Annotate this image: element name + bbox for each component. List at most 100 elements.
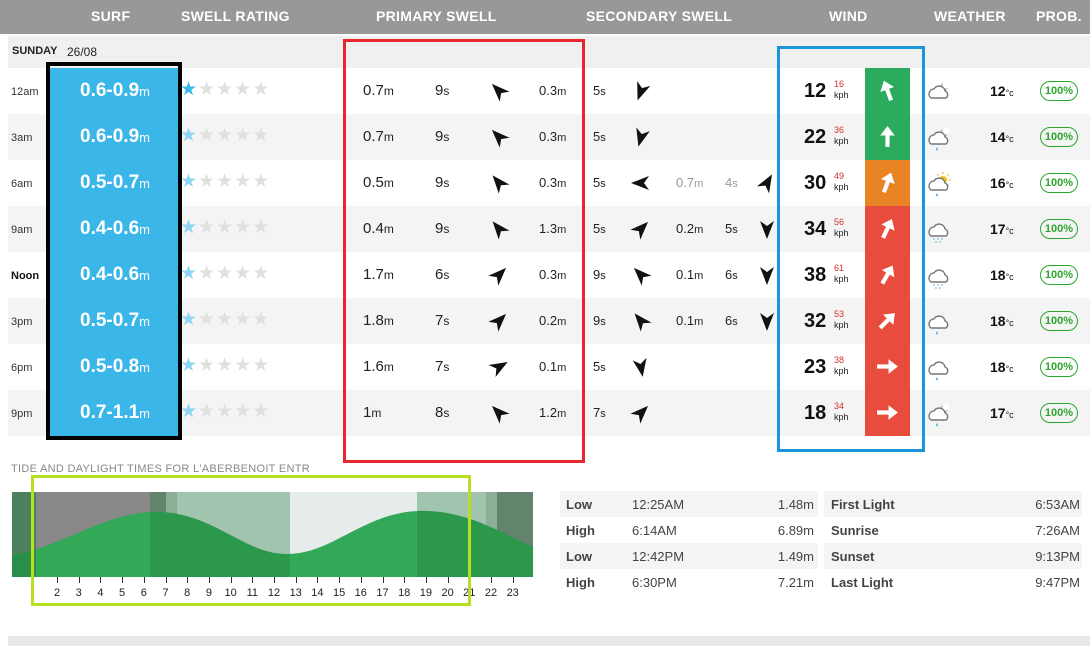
primary-swell-period: 9s bbox=[435, 220, 450, 237]
hour-label: 3 bbox=[75, 587, 82, 599]
hour-label: 8 bbox=[184, 587, 191, 599]
tide-height: 7.21m bbox=[777, 575, 814, 590]
star-icon: ★ bbox=[216, 309, 235, 330]
star-icon: ★ bbox=[198, 401, 217, 422]
swell-rating-stars: ★★★★★ bbox=[180, 78, 270, 101]
hour-label: 16 bbox=[354, 587, 367, 599]
wind-gust: 56 kph bbox=[834, 217, 849, 238]
star-icon: ★ bbox=[252, 401, 271, 422]
hour-tick bbox=[57, 577, 58, 583]
primary-swell-2-height: 0.2m bbox=[539, 313, 567, 328]
daylight-time: 9:13PM bbox=[1035, 549, 1080, 564]
primary-swell-direction-icon bbox=[492, 175, 510, 194]
wind-direction-box bbox=[865, 114, 910, 160]
star-icon: ★ bbox=[252, 309, 271, 330]
tide-row: Low 12:25AM 1.48m bbox=[560, 491, 818, 517]
tide-highlight-box bbox=[31, 475, 471, 606]
wind-gust: 16 kph bbox=[834, 79, 849, 100]
hour-label: 17 bbox=[376, 587, 389, 599]
secondary-swell-period: 5s bbox=[593, 83, 606, 98]
header-secondary-swell: SECONDARY SWELL bbox=[586, 8, 733, 24]
tide-height: 1.48m bbox=[777, 497, 814, 512]
star-icon: ★ bbox=[216, 171, 235, 192]
hour-tick bbox=[404, 577, 406, 583]
star-icon: ★ bbox=[198, 217, 217, 238]
primary-swell-direction-icon bbox=[491, 405, 510, 424]
primary-swell-2-height: 1.3m bbox=[539, 221, 567, 236]
hour-tick bbox=[252, 577, 254, 583]
secondary-swell-period: 5s bbox=[593, 221, 606, 236]
secondary-swell-period: 7s bbox=[593, 405, 606, 420]
cloud-rain-moon-icon bbox=[928, 127, 950, 151]
forecast-row: 3am 0.6-0.9m ★★★★★ 0.7m 9s 0.3m 5s 22 36 kph 14°c 1… bbox=[8, 114, 1090, 160]
tertiary-swell-period: 6s bbox=[725, 267, 738, 282]
tide-time: 6:30PM bbox=[632, 575, 677, 590]
temperature: 14°c bbox=[990, 129, 1014, 145]
hour-label: 18 bbox=[398, 587, 411, 599]
tide-row: Low 12:42PM 1.49m bbox=[560, 543, 818, 569]
primary-swell-period: 6s bbox=[435, 266, 450, 283]
star-icon: ★ bbox=[180, 79, 199, 100]
star-icon: ★ bbox=[252, 125, 271, 146]
wind-speed: 22 bbox=[804, 126, 827, 148]
wind-arrow-icon bbox=[877, 405, 898, 420]
header-primary-swell: PRIMARY SWELL bbox=[376, 8, 497, 24]
daylight-label: First Light bbox=[831, 497, 895, 512]
swell-rating-stars: ★★★★★ bbox=[180, 400, 270, 423]
star-icon: ★ bbox=[180, 217, 199, 238]
hour-tick bbox=[491, 577, 492, 583]
forecast-header: SURF SWELL RATING PRIMARY SWELL SECONDAR… bbox=[0, 0, 1090, 34]
header-prob: PROB. bbox=[1036, 8, 1082, 24]
primary-swell-period: 9s bbox=[435, 128, 450, 145]
tide-type: High bbox=[566, 523, 595, 538]
primary-swell-height: 0.7m bbox=[363, 128, 394, 145]
cloud-rain-icon bbox=[928, 315, 949, 335]
star-icon: ★ bbox=[198, 355, 217, 376]
wind-gust: 38 kph bbox=[834, 355, 849, 376]
star-icon: ★ bbox=[234, 79, 253, 100]
primary-swell-direction-icon bbox=[491, 83, 510, 102]
forecast-row: 9pm 0.7-1.1m ★★★★★ 1m 8s 1.2m 7s 18 34 kph 17°c 100… bbox=[8, 390, 1090, 436]
primary-swell-period: 7s bbox=[435, 358, 450, 375]
primary-swell-period: 9s bbox=[435, 174, 450, 191]
daylight-row: Sunrise 7:26AM bbox=[824, 517, 1082, 543]
wind-arrow-icon bbox=[880, 80, 894, 102]
hour-label: 9 bbox=[205, 587, 212, 599]
wind-direction-box bbox=[865, 344, 910, 390]
probability-badge: 100% bbox=[1040, 403, 1078, 423]
swell-rating-stars: ★★★★★ bbox=[180, 262, 270, 285]
tide-row: High 6:14AM 6.89m bbox=[560, 517, 818, 543]
primary-swell-2-height: 0.3m bbox=[539, 175, 567, 190]
surf-height: 0.4-0.6m bbox=[50, 206, 180, 252]
surf-highlight-box bbox=[46, 62, 182, 440]
primary-swell-2-height: 0.3m bbox=[539, 129, 567, 144]
hour-label: 13 bbox=[289, 587, 302, 599]
star-icon: ★ bbox=[234, 401, 253, 422]
secondary-swell-period: 9s bbox=[593, 267, 606, 282]
wind-speed: 23 bbox=[804, 356, 827, 378]
row-time: Noon bbox=[11, 270, 40, 282]
wind-speed: 30 bbox=[804, 172, 827, 194]
probability-badge: 100% bbox=[1040, 311, 1078, 331]
wind-speed: 32 bbox=[804, 310, 827, 332]
star-icon: ★ bbox=[216, 401, 235, 422]
hour-tick bbox=[78, 577, 80, 583]
hour-tick bbox=[122, 577, 124, 583]
hour-tick bbox=[382, 577, 384, 583]
daylight-time: 9:47PM bbox=[1035, 575, 1080, 590]
wind-gust: 36 kph bbox=[834, 125, 849, 146]
hour-tick bbox=[208, 577, 210, 583]
hour-label: 19 bbox=[419, 587, 433, 599]
surf-height: 0.5-0.7m bbox=[50, 298, 180, 344]
wind-arrow-icon bbox=[880, 265, 895, 285]
star-icon: ★ bbox=[234, 263, 253, 284]
cloud-drizzle-icon bbox=[928, 269, 949, 289]
swell-rating-stars: ★★★★★ bbox=[180, 354, 270, 377]
row-time: 3pm bbox=[11, 316, 33, 328]
tide-height: 1.49m bbox=[777, 549, 814, 564]
star-icon: ★ bbox=[216, 217, 235, 238]
star-icon: ★ bbox=[216, 125, 235, 146]
primary-swell-height: 1m bbox=[363, 404, 382, 421]
star-icon: ★ bbox=[216, 355, 235, 376]
forecast-row: Noon 0.4-0.6m ★★★★★ 1.7m 6s 0.3m 9s 0.1m 6s 38 61 k… bbox=[8, 252, 1090, 298]
